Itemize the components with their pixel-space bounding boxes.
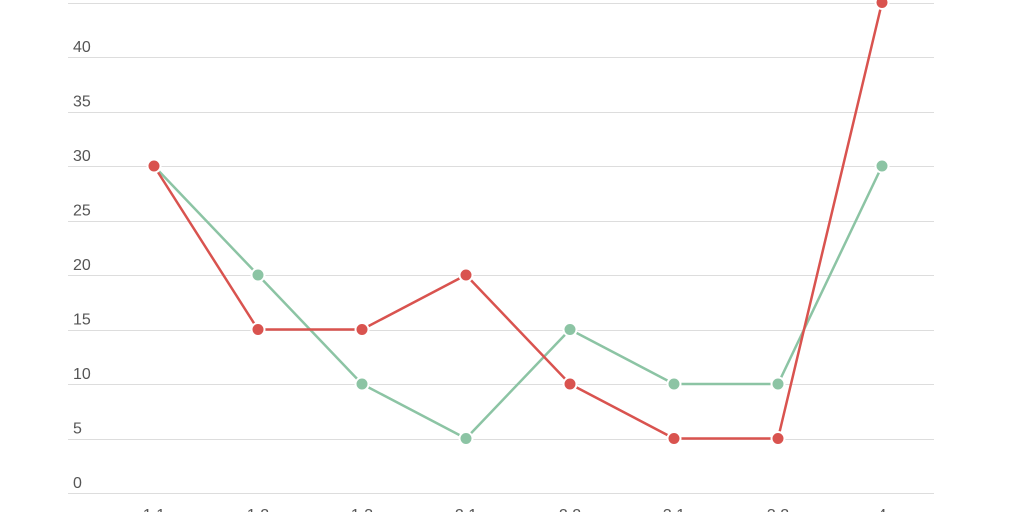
y-tick-label: 35: [73, 94, 91, 111]
series-layer: [146, 0, 890, 446]
series-2-point: [458, 267, 474, 283]
series-1-point: [562, 322, 578, 337]
series-1-point: [250, 267, 266, 283]
y-tick-label: 25: [73, 203, 91, 220]
series-1-point: [770, 376, 786, 392]
series-1-point: [354, 376, 370, 392]
x-tick-label: 1.3: [351, 507, 373, 512]
x-tick-label: 1.2: [247, 507, 269, 512]
y-tick-label: 40: [73, 39, 91, 56]
x-axis-ticks: 1.1 1.2 1.3 2.1 2.2 3.1 3.2 4: [143, 507, 887, 517]
series-2-point: [562, 376, 578, 392]
series-2-point: [874, 0, 890, 10]
series-1-point: [874, 158, 890, 174]
y-tick-label: 20: [73, 257, 91, 274]
x-tick-label: 1.1: [143, 507, 165, 512]
series-1-point: [666, 376, 682, 392]
x-tick-label: 2.2: [559, 507, 581, 512]
series-line-2: [152, 2, 884, 440]
y-tick-label: 0: [73, 475, 82, 492]
series-2-point: [770, 431, 786, 446]
x-tick-label: 3.1: [663, 507, 685, 512]
series-line-1: [153, 165, 884, 440]
y-tick-label: 5: [73, 421, 82, 438]
y-tick-label: 30: [73, 148, 91, 165]
x-tick-label: 4: [878, 507, 887, 512]
y-tick-label: 10: [73, 366, 91, 383]
x-tick-label: 2.1: [455, 507, 477, 512]
series-2-point: [354, 322, 370, 337]
y-tick-label: 15: [73, 312, 91, 329]
series-1-point: [458, 431, 474, 446]
grid-layer: [68, 3, 934, 494]
series-2-point: [250, 322, 266, 337]
y-axis-ticks: 0 5 10 15 20 25 30 35 40: [73, 39, 91, 492]
series-2-point: [146, 158, 162, 174]
series-2-point: [666, 431, 682, 446]
x-tick-label: 3.2: [767, 507, 789, 512]
